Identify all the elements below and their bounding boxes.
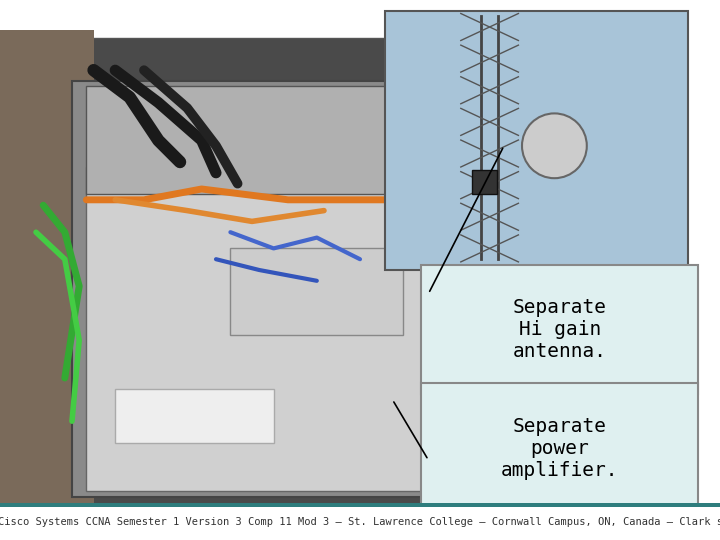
Bar (72, 81, 446, 497)
Bar (86, 86, 432, 194)
Bar (86, 167, 432, 491)
Bar (230, 248, 403, 335)
FancyBboxPatch shape (421, 265, 698, 394)
Text: Separate
Hi gain
antenna.: Separate Hi gain antenna. (513, 298, 607, 361)
Ellipse shape (522, 113, 587, 178)
Bar (472, 170, 497, 194)
Bar (385, 11, 688, 270)
Bar (115, 389, 274, 443)
Bar (0, 503, 720, 507)
Bar (0, 30, 94, 505)
FancyBboxPatch shape (421, 383, 698, 513)
Text: Separate
power
amplifier.: Separate power amplifier. (501, 417, 618, 480)
Text: Oct-03 @Cisco Systems CCNA Semester 1 Version 3 Comp 11 Mod 3 – St. Lawrence Col: Oct-03 @Cisco Systems CCNA Semester 1 Ve… (0, 517, 720, 527)
Bar (0, 505, 720, 540)
Bar (40, 38, 482, 513)
